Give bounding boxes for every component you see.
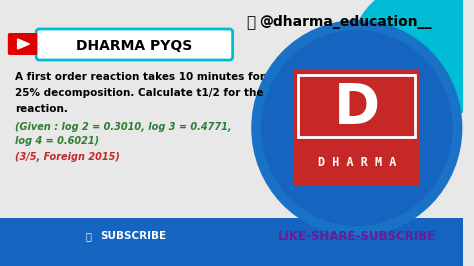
Text: (Given : log 2 = 0.3010, log 3 = 0.4771,: (Given : log 2 = 0.3010, log 3 = 0.4771, <box>15 122 231 132</box>
FancyBboxPatch shape <box>0 218 464 266</box>
Text: A first order reaction takes 10 minutes for: A first order reaction takes 10 minutes … <box>15 72 264 82</box>
FancyBboxPatch shape <box>36 29 233 60</box>
Text: D H A R M A: D H A R M A <box>318 156 396 169</box>
Text: DHARMA PYQS: DHARMA PYQS <box>76 39 192 53</box>
Circle shape <box>261 30 453 226</box>
Polygon shape <box>18 39 29 49</box>
Text: @dharma_education__: @dharma_education__ <box>259 15 432 29</box>
FancyBboxPatch shape <box>293 70 420 185</box>
FancyBboxPatch shape <box>66 218 180 250</box>
Text: LIKE-SHARE-SUBSCRIBE: LIKE-SHARE-SUBSCRIBE <box>278 230 436 243</box>
Text: log 4 = 0.6021): log 4 = 0.6021) <box>15 136 99 146</box>
Text: ⓘ: ⓘ <box>246 15 255 30</box>
Text: 25% decomposition. Calculate t1/2 for the: 25% decomposition. Calculate t1/2 for th… <box>15 88 263 98</box>
Text: reaction.: reaction. <box>15 104 67 114</box>
Text: SUBSCRIBE: SUBSCRIBE <box>100 231 166 241</box>
Text: D: D <box>334 81 380 135</box>
Circle shape <box>350 0 474 127</box>
Text: 🔔: 🔔 <box>85 231 91 241</box>
Circle shape <box>251 20 462 236</box>
FancyBboxPatch shape <box>8 33 37 55</box>
Text: (3/5, Foreign 2015): (3/5, Foreign 2015) <box>15 152 119 162</box>
